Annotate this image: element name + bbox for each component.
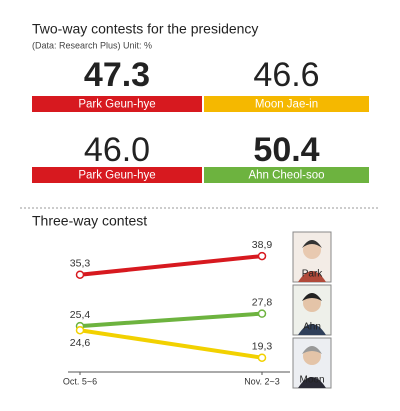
data-label: 38,9 — [252, 239, 273, 251]
candidate-bar — [32, 96, 202, 112]
portrait — [292, 337, 332, 389]
result-value: 46.6 — [253, 56, 319, 94]
hair — [302, 293, 322, 301]
shoulders — [298, 324, 326, 335]
candidate-name: Ahn Cheol-soo — [248, 170, 324, 182]
result-value: 47.3 — [84, 56, 150, 94]
shoulders — [298, 271, 326, 282]
two-way-subtitle: (Data: Research Plus) Unit: % — [32, 40, 152, 50]
data-label: 19,3 — [252, 340, 273, 352]
hair — [302, 240, 322, 248]
legend-label: Ahn — [303, 322, 321, 333]
legend-label: Park — [302, 269, 324, 280]
result-value: 50.4 — [253, 131, 319, 169]
x-tick-label: Oct. 5~6 — [63, 376, 97, 386]
legend-label: Moon — [299, 375, 324, 386]
data-label: 25,4 — [70, 309, 91, 321]
x-tick-label: Nov. 2~3 — [244, 376, 280, 386]
face-shape — [303, 241, 321, 259]
portrait — [292, 284, 332, 336]
hair — [302, 346, 322, 354]
series-line — [79, 311, 263, 329]
portrait — [292, 231, 332, 283]
candidate-name: Park Geun-hye — [78, 170, 155, 182]
candidate-bar — [32, 167, 202, 183]
three-way-title: Three-way contest — [32, 213, 147, 229]
data-point — [257, 309, 267, 318]
data-label: 35,3 — [70, 258, 91, 270]
candidate-bar — [204, 167, 369, 183]
data-point — [257, 353, 267, 362]
data-point — [75, 325, 85, 335]
two-way-title: Two-way contests for the presidency — [32, 21, 258, 37]
data-point — [75, 270, 85, 279]
series-line — [79, 328, 263, 360]
shoulders — [298, 377, 326, 388]
data-label: 24,6 — [70, 337, 91, 349]
data-label: 27,8 — [252, 296, 273, 308]
candidate-name: Park Geun-hye — [78, 99, 155, 111]
data-point — [257, 251, 267, 261]
result-value: 46.0 — [84, 131, 150, 169]
candidate-bar — [204, 96, 369, 112]
series-line — [79, 254, 263, 277]
candidate-name: Moon Jae-in — [255, 99, 318, 111]
portraits — [292, 231, 332, 389]
